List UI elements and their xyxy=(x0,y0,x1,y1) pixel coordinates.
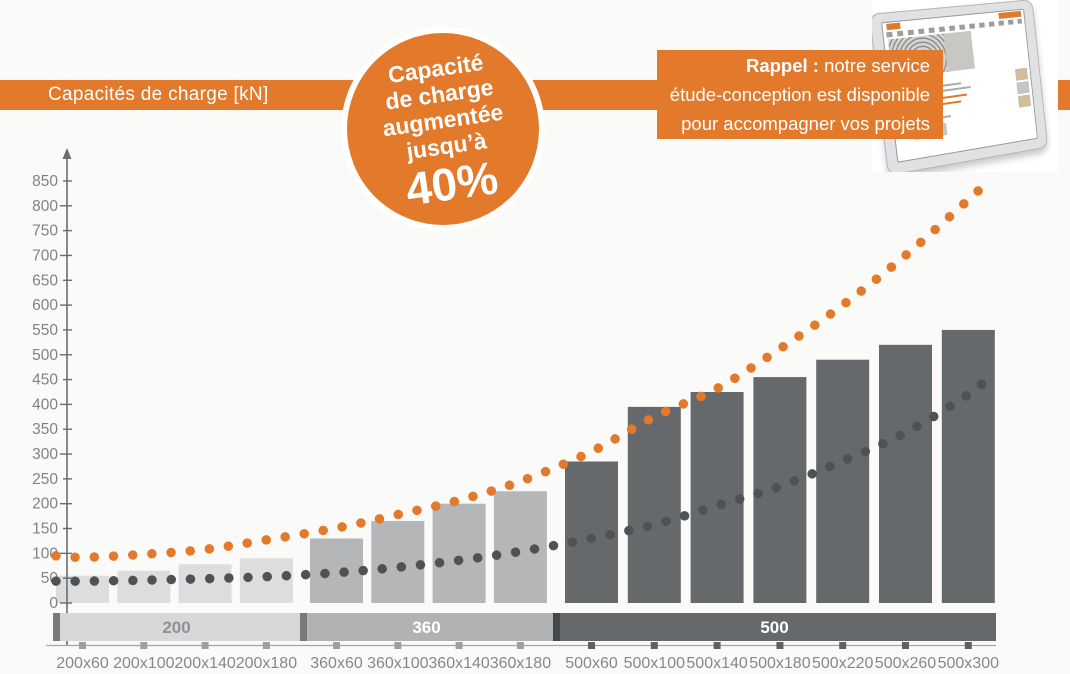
reminder-line-3: pour accompagner vos projets xyxy=(681,113,930,134)
x-label-500x60: 500x60 xyxy=(565,655,618,672)
y-tick-label: 450 xyxy=(32,372,58,389)
bar-500x140 xyxy=(690,391,744,603)
y-tick-label: 350 xyxy=(32,421,58,438)
reminder-box: Rappel : notre service étude-conception … xyxy=(657,50,943,139)
band-divider xyxy=(553,613,560,641)
promo-badge: Capacité de charge augmentée jusqu’à 40% xyxy=(341,27,545,231)
y-tick-label: 100 xyxy=(32,545,58,562)
bar-360x180 xyxy=(493,491,547,603)
bars xyxy=(56,329,995,603)
website-hero-photo-edge xyxy=(943,30,975,72)
x-tick xyxy=(839,642,847,649)
x-label-500x140: 500x140 xyxy=(686,655,747,672)
x-tick xyxy=(201,642,209,649)
y-axis-arrow-icon xyxy=(62,148,72,159)
x-tick xyxy=(455,642,463,649)
x-tick xyxy=(713,642,721,649)
bar-500x260 xyxy=(879,344,932,603)
bar-360x100 xyxy=(371,521,425,603)
website-header-block xyxy=(998,10,1022,19)
x-tick xyxy=(650,642,658,649)
x-label-200x100: 200x100 xyxy=(113,655,174,672)
y-tick-label: 800 xyxy=(32,198,58,215)
x-tick xyxy=(394,642,402,649)
y-tick-label: 850 xyxy=(32,173,58,190)
thumbnail xyxy=(1016,81,1030,95)
thumbnail xyxy=(1014,67,1029,81)
x-label-200x180: 200x180 xyxy=(236,655,297,672)
y-tick-label: 250 xyxy=(32,471,58,488)
reminder-line-2: étude-conception est disponible xyxy=(669,84,930,105)
x-label-360x100: 360x100 xyxy=(367,655,428,672)
x-label-500x180: 500x180 xyxy=(749,655,810,672)
y-tick-label: 400 xyxy=(32,396,58,413)
bar-200x60 xyxy=(56,575,109,603)
x-label-360x60: 360x60 xyxy=(310,655,363,672)
x-tick xyxy=(964,642,972,649)
bar-500x300 xyxy=(941,329,995,603)
promo-badge-text: Capacité de charge augmentée jusqu’à 40% xyxy=(336,20,551,221)
reminder-rest: notre service xyxy=(818,55,930,76)
reminder-bold: Rappel : xyxy=(745,55,819,76)
y-tick-label: 550 xyxy=(32,322,58,339)
reminder-line-1: Rappel : notre service xyxy=(657,51,930,80)
thumbnail xyxy=(1017,94,1031,108)
y-tick-label: 700 xyxy=(32,247,58,264)
band-divider xyxy=(300,613,307,641)
bar-500x220 xyxy=(816,359,870,603)
y-tick-label: 200 xyxy=(32,496,58,513)
group-band: 200 360 500 xyxy=(53,613,996,641)
x-tick xyxy=(588,642,595,649)
band-label-200: 200 xyxy=(162,618,190,637)
x-label-360x140: 360x140 xyxy=(428,655,489,672)
band-500 xyxy=(553,613,996,641)
bar-200x100 xyxy=(117,570,171,603)
x-label-500x260: 500x260 xyxy=(875,655,936,672)
y-tick-label: 750 xyxy=(32,223,58,240)
y-tick-label: 300 xyxy=(32,446,58,463)
x-tick xyxy=(333,642,340,649)
y-tick-label: 600 xyxy=(32,297,58,314)
standard-capacity-dotted xyxy=(51,371,995,586)
x-tick xyxy=(262,642,270,649)
bar-360x60 xyxy=(310,538,363,603)
page-title: Capacités de charge [kN] xyxy=(48,84,269,105)
y-tick-label: 0 xyxy=(49,595,58,612)
band-360 xyxy=(300,613,553,641)
x-tick xyxy=(516,642,524,649)
x-tick xyxy=(140,642,148,649)
band-label-500: 500 xyxy=(760,618,788,637)
y-axis: 0501001502002503003504004505005506006507… xyxy=(32,148,72,646)
x-label-500x300: 500x300 xyxy=(938,655,999,672)
bar-200x140 xyxy=(178,564,232,603)
x-axis: 200x60 200x100 200x140 200x180 360x60 360x100… xyxy=(46,642,999,672)
x-tick xyxy=(776,642,784,649)
y-tick-label: 150 xyxy=(32,521,58,538)
x-label-500x100: 500x100 xyxy=(624,655,685,672)
x-tick xyxy=(79,642,86,649)
x-label-200x140: 200x140 xyxy=(174,655,235,672)
x-tick xyxy=(902,642,909,649)
x-label-500x220: 500x220 xyxy=(812,655,873,672)
x-label-360x180: 360x180 xyxy=(490,655,551,672)
bar-500x100 xyxy=(627,406,681,603)
y-tick-label: 500 xyxy=(32,347,58,364)
x-label-200x60: 200x60 xyxy=(56,655,109,672)
band-label-360: 360 xyxy=(412,618,440,637)
website-logo xyxy=(886,22,901,31)
band-divider xyxy=(53,613,60,641)
y-tick-label: 650 xyxy=(32,272,58,289)
band-200 xyxy=(53,613,300,641)
